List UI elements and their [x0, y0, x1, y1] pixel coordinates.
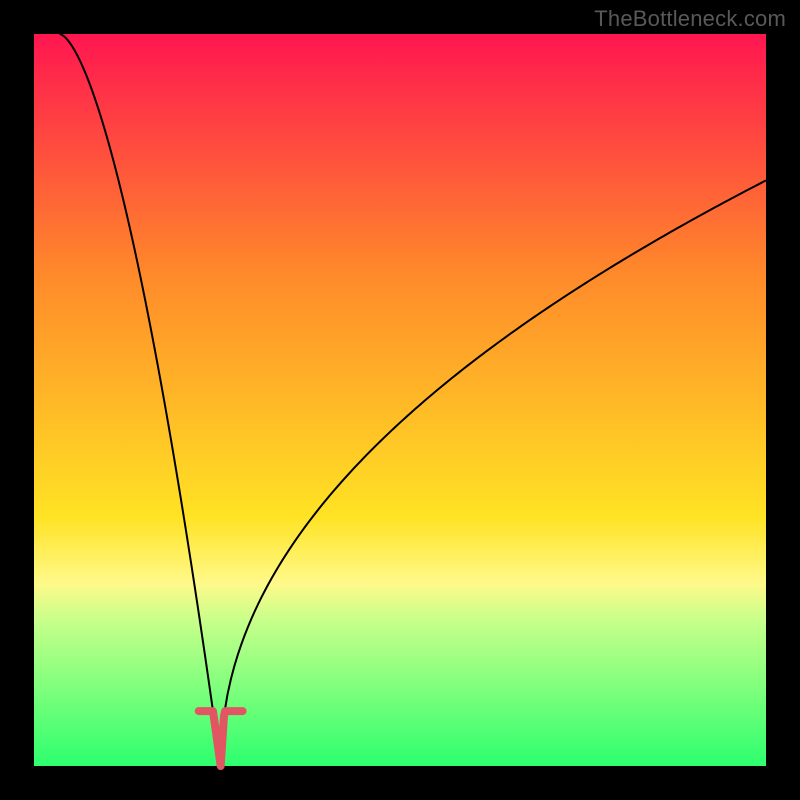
chart-svg-layer	[0, 0, 800, 800]
curve-right	[221, 180, 766, 766]
valley-marker-band	[199, 711, 243, 766]
curve-left	[60, 34, 221, 766]
watermark-text: TheBottleneck.com	[594, 6, 786, 32]
